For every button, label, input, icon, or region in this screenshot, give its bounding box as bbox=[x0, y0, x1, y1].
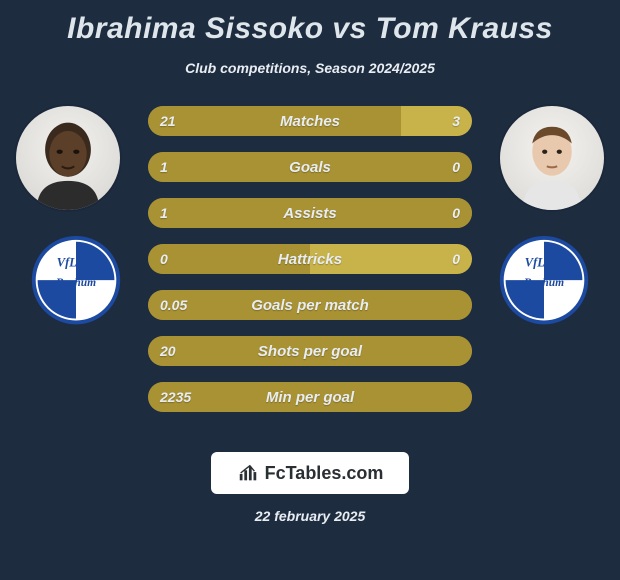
date-label: 22 february 2025 bbox=[255, 508, 366, 524]
crest-left-icon: VfL Bochum 1848 bbox=[28, 236, 124, 332]
stat-value-right: 0 bbox=[452, 152, 460, 182]
stat-value-left: 0 bbox=[160, 244, 168, 274]
stat-row: Matches21 3 bbox=[148, 106, 472, 136]
stat-value-left: 2235 bbox=[160, 382, 191, 412]
stat-row: Goals1 0 bbox=[148, 152, 472, 182]
stat-label: Min per goal bbox=[148, 382, 472, 412]
stat-value-left: 20 bbox=[160, 336, 176, 366]
stat-bars: Matches213Goals10Assists10Hattricks00Goa… bbox=[148, 106, 472, 428]
stat-value-right: 0 bbox=[452, 198, 460, 228]
stat-label: Shots per goal bbox=[148, 336, 472, 366]
subtitle: Club competitions, Season 2024/2025 bbox=[10, 60, 610, 76]
stat-row: Shots per goal20 bbox=[148, 336, 472, 366]
stat-label: Matches bbox=[148, 106, 472, 136]
stat-value-left: 1 bbox=[160, 198, 168, 228]
brand-box: FcTables.com bbox=[211, 452, 410, 494]
avatar-right-icon bbox=[500, 106, 604, 210]
stat-value-left: 1 bbox=[160, 152, 168, 182]
stat-value-left: 0.05 bbox=[160, 290, 187, 320]
svg-text:1848: 1848 bbox=[546, 294, 569, 306]
stat-label: Goals per match bbox=[148, 290, 472, 320]
svg-text:VfL: VfL bbox=[57, 256, 77, 270]
svg-text:Bochum: Bochum bbox=[523, 277, 564, 289]
stat-value-right: 3 bbox=[452, 106, 460, 136]
stat-row: Assists1 0 bbox=[148, 198, 472, 228]
svg-text:Bochum: Bochum bbox=[55, 277, 96, 289]
stat-label: Goals bbox=[148, 152, 472, 182]
club-left-crest: VfL Bochum 1848 bbox=[28, 236, 124, 332]
svg-text:1848: 1848 bbox=[78, 294, 101, 306]
stat-value-right: 0 bbox=[452, 244, 460, 274]
player-right-avatar bbox=[500, 106, 604, 210]
comparison-card: Ibrahima Sissoko vs Tom Krauss Club comp… bbox=[0, 0, 620, 580]
avatar-left-icon bbox=[16, 106, 120, 210]
brand-chart-icon bbox=[237, 462, 259, 484]
crest-right-icon: VfL Bochum 1848 bbox=[496, 236, 592, 332]
footer: FcTables.com 22 february 2025 bbox=[10, 452, 610, 524]
page-title: Ibrahima Sissoko vs Tom Krauss bbox=[10, 12, 610, 46]
stat-row: Min per goal2235 bbox=[148, 382, 472, 412]
stat-row: Hattricks0 0 bbox=[148, 244, 472, 274]
club-right-crest: VfL Bochum 1848 bbox=[496, 236, 592, 332]
stat-label: Hattricks bbox=[148, 244, 472, 274]
svg-text:VfL: VfL bbox=[525, 256, 545, 270]
stat-row: Goals per match0.05 bbox=[148, 290, 472, 320]
player-left-avatar bbox=[16, 106, 120, 210]
content-area: VfL Bochum 1848 VfL Bochum 1848 Matches2… bbox=[10, 106, 610, 436]
stat-label: Assists bbox=[148, 198, 472, 228]
stat-value-left: 21 bbox=[160, 106, 176, 136]
brand-text: FcTables.com bbox=[265, 463, 384, 484]
